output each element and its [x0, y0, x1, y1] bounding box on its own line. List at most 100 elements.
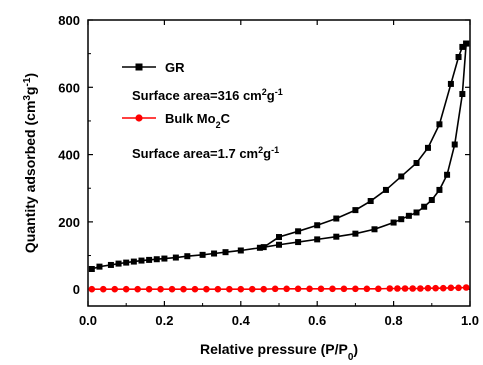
data-point	[184, 253, 191, 260]
legend-label-gr: GR	[165, 60, 185, 75]
series-layer	[88, 40, 470, 293]
data-point	[447, 80, 454, 87]
x-tick-label: 1.0	[461, 313, 479, 328]
data-point	[401, 285, 409, 292]
data-point	[191, 285, 199, 293]
data-point	[211, 250, 218, 257]
data-point	[455, 284, 462, 292]
data-point	[271, 285, 279, 293]
data-point	[248, 285, 256, 293]
data-point	[439, 284, 447, 292]
y-tick-label: 200	[58, 215, 80, 230]
data-point	[306, 285, 313, 293]
data-point	[386, 285, 394, 292]
y-tick-labels: 0 200 400 600 800	[58, 13, 80, 297]
data-point	[295, 239, 302, 246]
x-tick-labels: 0.0 0.2 0.4 0.6 0.8 1.0	[79, 313, 479, 328]
data-point	[283, 285, 290, 293]
data-point	[130, 258, 137, 265]
data-point	[134, 285, 141, 293]
data-point	[172, 254, 179, 261]
annotation-surface-area-mo2c: Surface area=1.7 cm2g-1	[132, 145, 279, 161]
x-tick-label: 0.0	[79, 313, 97, 328]
data-point	[168, 285, 176, 293]
annotation-surface-area-gr: Surface area=316 cm2g-1	[132, 87, 283, 103]
data-point	[256, 244, 263, 251]
data-point	[413, 209, 420, 216]
data-point	[371, 226, 378, 233]
legend-marker-gr	[135, 63, 143, 71]
data-point	[352, 207, 359, 214]
legend-marker-mo2c	[135, 114, 143, 122]
data-point	[314, 236, 321, 243]
data-point	[260, 285, 268, 293]
x-tick-label: 0.2	[155, 313, 173, 328]
data-point	[145, 285, 153, 293]
data-point	[436, 121, 443, 128]
data-point	[294, 285, 302, 293]
data-point	[352, 230, 359, 237]
data-point	[424, 144, 431, 151]
legend-label-mo2c: Bulk Mo2C	[165, 111, 231, 130]
data-point	[199, 251, 206, 258]
data-point	[444, 171, 451, 178]
data-point	[424, 284, 432, 292]
data-point	[99, 285, 107, 293]
data-point	[329, 285, 336, 293]
data-point	[455, 54, 462, 61]
series-line-1	[263, 42, 467, 248]
data-point	[161, 255, 168, 262]
data-point	[138, 257, 145, 264]
data-point	[107, 261, 114, 268]
y-axis-title: Quantity adsorbed (cm3g-1)	[22, 73, 39, 253]
data-point	[153, 256, 160, 263]
data-point	[180, 285, 187, 293]
data-point	[459, 43, 466, 50]
data-point	[214, 285, 222, 293]
x-tick-label: 0.6	[308, 313, 326, 328]
data-point	[459, 91, 466, 98]
data-point	[295, 228, 302, 235]
y-tick-label: 600	[58, 80, 80, 95]
data-point	[340, 285, 348, 293]
data-point	[451, 141, 458, 148]
data-point	[111, 285, 119, 293]
data-point	[363, 285, 371, 293]
data-point	[333, 233, 340, 240]
data-point	[405, 212, 412, 219]
x-tick-label: 0.4	[232, 313, 251, 328]
data-point	[88, 265, 95, 272]
data-point	[409, 285, 417, 292]
legend: GR Surface area=316 cm2g-1 Bulk Mo2C Sur…	[122, 60, 283, 161]
y-tick-label: 0	[73, 282, 80, 297]
data-point	[314, 222, 321, 229]
data-point	[317, 285, 325, 293]
data-point	[260, 244, 267, 251]
x-tick-label: 0.8	[385, 313, 403, 328]
x-axis-title: Relative pressure (P/P0)	[200, 341, 358, 363]
data-point	[447, 284, 455, 292]
data-point	[367, 198, 374, 205]
data-point	[88, 285, 96, 293]
data-point	[203, 285, 210, 293]
data-point	[237, 247, 244, 254]
data-point	[436, 186, 443, 193]
y-tick-label: 400	[58, 148, 80, 163]
data-point	[390, 219, 397, 226]
data-point	[421, 203, 428, 210]
data-point	[96, 263, 103, 270]
data-point	[333, 215, 340, 222]
data-point	[226, 285, 233, 293]
data-point	[157, 285, 164, 293]
plot-frame	[87, 19, 471, 307]
axis-ticks	[87, 19, 471, 306]
series-line-0	[91, 43, 467, 270]
data-point	[428, 197, 435, 204]
data-point	[352, 285, 359, 293]
data-point	[123, 259, 130, 266]
data-point	[115, 260, 122, 267]
data-point	[375, 285, 382, 293]
data-point	[398, 216, 405, 223]
data-point	[463, 40, 470, 47]
data-point	[432, 284, 439, 292]
